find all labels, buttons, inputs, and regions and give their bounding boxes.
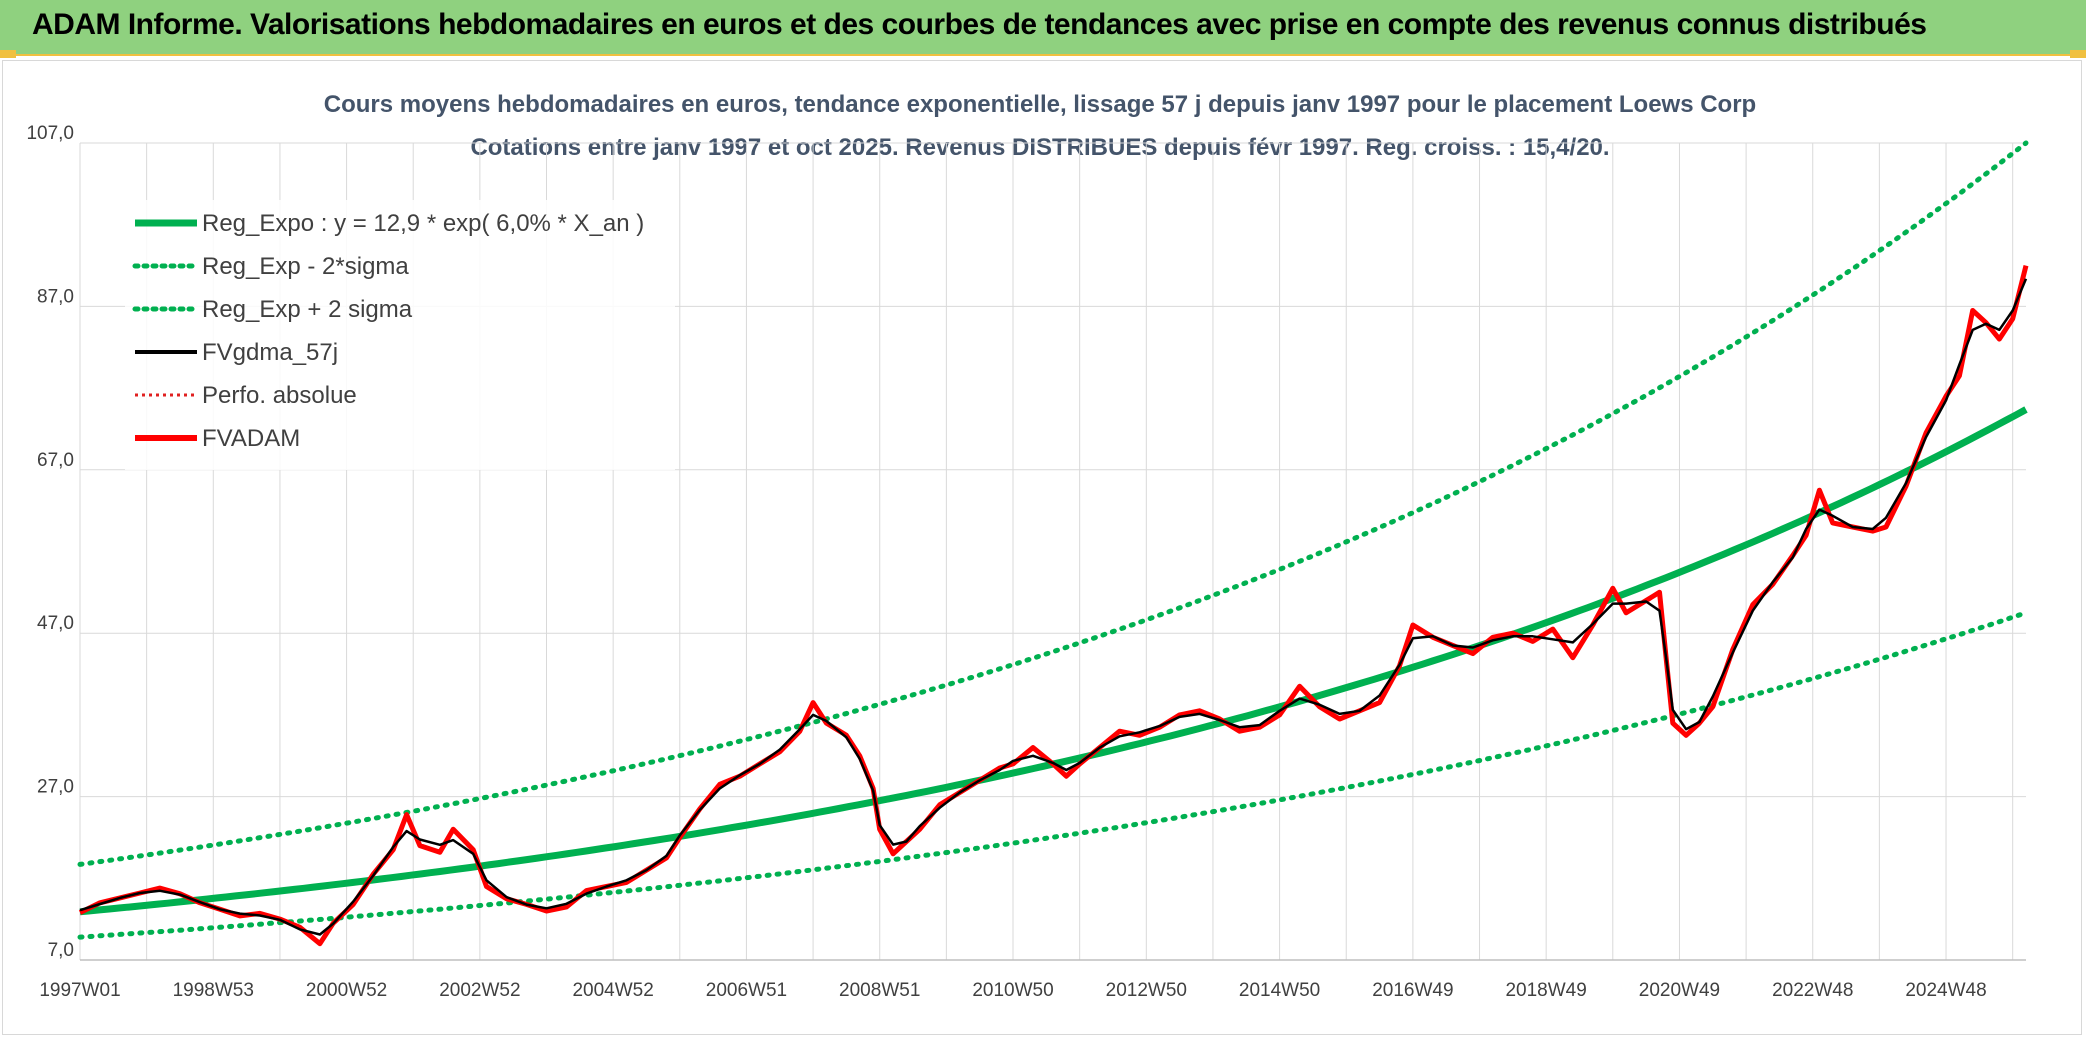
header-banner: ADAM Informe. Valorisations hebdomadaire… — [0, 0, 2086, 56]
x-tick-label: 2022W48 — [1772, 980, 1853, 1001]
x-tick-label: 2012W50 — [1106, 980, 1187, 1001]
legend-label-reg-expo: Reg_Expo : y = 12,9 * exp( 6,0% * X_an ) — [202, 210, 644, 237]
series-fvgdma-57j — [79, 278, 2028, 936]
x-tick-label: 2014W50 — [1239, 980, 1320, 1001]
legend-label-minus-2sigma: Reg_Exp - 2*sigma — [202, 253, 409, 280]
legend-label-plus-2sigma: Reg_Exp + 2 sigma — [202, 296, 413, 323]
chart-frame — [2, 60, 2082, 1035]
series-layer — [77, 140, 2029, 947]
accent-corner-left — [0, 50, 16, 58]
x-tick-label: 2010W50 — [972, 980, 1053, 1001]
chart-title: Cours moyens hebdomadaires en euros, ten… — [324, 91, 1756, 118]
x-tick-label: 1997W01 — [39, 980, 120, 1001]
x-tick-label: 2020W49 — [1639, 980, 1720, 1001]
legend: Reg_Expo : y = 12,9 * exp( 6,0% * X_an )… — [125, 200, 675, 470]
x-tick-label: 2008W51 — [839, 980, 920, 1001]
legend-background — [125, 200, 675, 470]
x-tick-label: 2004W52 — [572, 980, 653, 1001]
x-tick-label: 2018W49 — [1505, 980, 1586, 1001]
axis-layer: 7,0 27,0 47,0 67,0 87,0 107,0 1997W01 1998W53 20… — [26, 123, 2026, 1001]
legend-label-fvgdma: FVgdma_57j — [202, 339, 338, 366]
y-tick-label: 67,0 — [37, 450, 74, 471]
y-tick-label: 87,0 — [37, 286, 74, 307]
legend-label-perfo: Perfo. absolue — [202, 382, 357, 409]
y-tick-label: 27,0 — [37, 777, 74, 798]
x-tick-label: 2000W52 — [306, 980, 387, 1001]
y-tick-label: 107,0 — [26, 123, 74, 144]
x-tick-label: 1998W53 — [173, 980, 254, 1001]
legend-label-fvadam: FVADAM — [202, 425, 300, 452]
y-tick-label: 7,0 — [48, 940, 74, 961]
x-tick-label: 2006W51 — [706, 980, 787, 1001]
accent-corner-right — [2070, 50, 2086, 58]
page-title: ADAM Informe. Valorisations hebdomadaire… — [32, 8, 1927, 41]
x-tick-label: 2016W49 — [1372, 980, 1453, 1001]
x-tick-label: 2002W52 — [439, 980, 520, 1001]
chart-subtitle: Cotations entre janv 1997 et oct 2025. R… — [470, 134, 1609, 161]
x-tick-label: 2024W48 — [1905, 980, 1986, 1001]
y-tick-label: 47,0 — [37, 613, 74, 634]
title-background — [335, 85, 1745, 170]
series-reg-exp-plus-2sigma — [77, 140, 2029, 867]
series-reg-exp-minus-2sigma — [77, 610, 2029, 940]
